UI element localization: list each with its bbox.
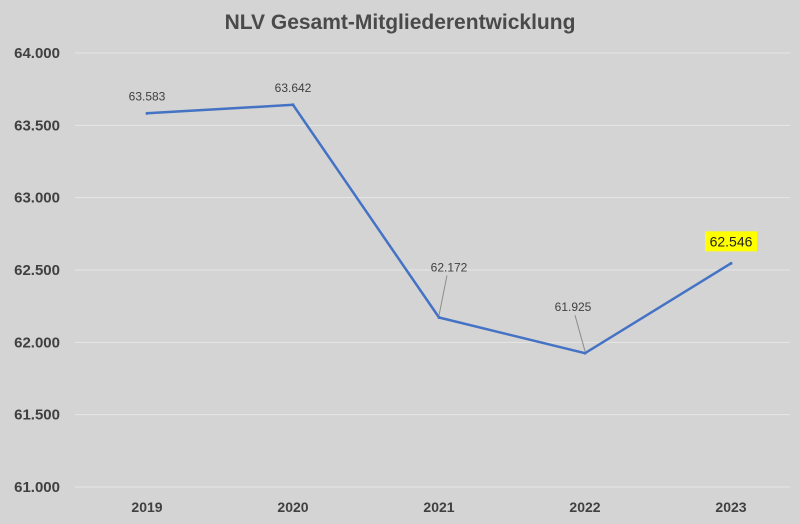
y-tick-label: 62.000 [14, 334, 60, 351]
data-label: 63.642 [275, 81, 312, 95]
data-label: 62.172 [431, 260, 468, 274]
y-tick-label: 63.500 [14, 117, 60, 134]
y-tick-label: 63.000 [14, 190, 60, 207]
data-label: 63.583 [129, 89, 166, 103]
data-point [437, 315, 441, 319]
data-point [291, 103, 295, 107]
x-tick-label: 2019 [131, 499, 162, 515]
data-point [145, 111, 149, 115]
y-tick-label: 62.500 [14, 262, 60, 279]
data-labels: 63.583 63.642 62.172 61.925 62.546 [129, 81, 757, 352]
gridlines [75, 52, 790, 488]
series [145, 103, 733, 355]
data-label: 61.925 [555, 300, 592, 314]
data-point [729, 261, 733, 265]
data-label: 62.546 [710, 233, 753, 249]
chart-title: NLV Gesamt-Mitgliederentwicklung [225, 11, 576, 34]
y-tick-label: 61.500 [14, 407, 60, 424]
x-axis-tick-labels: 2019 2020 2021 2022 2023 [131, 499, 746, 515]
x-tick-label: 2023 [715, 499, 746, 515]
x-tick-label: 2020 [277, 499, 308, 515]
x-tick-label: 2022 [569, 499, 600, 515]
y-tick-label: 61.000 [14, 479, 60, 496]
data-label-highlight [705, 231, 757, 252]
y-axis-tick-labels: 61.000 61.500 62.000 62.500 63.000 63.500 64.0… [14, 45, 60, 496]
y-tick-label: 64.000 [14, 45, 60, 62]
data-label-leader [574, 315, 586, 352]
data-point [583, 351, 587, 355]
data-label-leader [438, 275, 448, 316]
x-tick-label: 2021 [423, 499, 454, 515]
